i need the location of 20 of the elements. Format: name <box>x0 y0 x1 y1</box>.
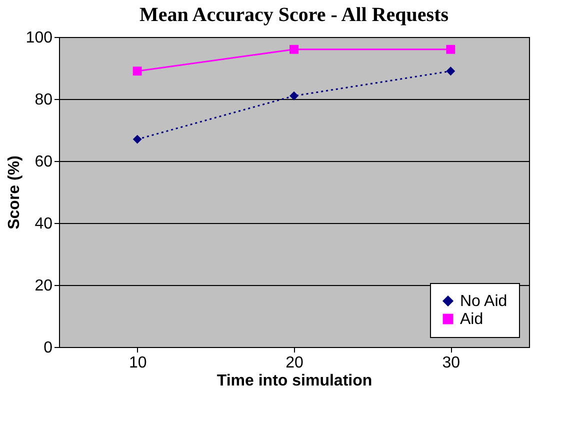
y-tick-label: 0 <box>44 340 53 356</box>
point <box>446 66 456 76</box>
chart-title: Mean Accuracy Score - All Requests <box>139 4 449 26</box>
point <box>290 44 298 54</box>
point <box>446 44 456 54</box>
legend-label: Aid <box>460 311 484 328</box>
y-tick-label: 20 <box>34 278 53 294</box>
y-tick-label: 40 <box>34 216 53 232</box>
y-tick-label: 100 <box>26 30 53 46</box>
x-axis-title: Time into simulation <box>216 372 372 390</box>
y-tick-label: 80 <box>34 92 53 108</box>
y-axis-title: Score (%) <box>6 156 23 230</box>
x-tick-label: 10 <box>128 354 147 372</box>
x-tick-label: 20 <box>286 354 304 372</box>
point <box>132 134 142 144</box>
point <box>132 66 142 76</box>
point <box>290 91 298 100</box>
legend-label: No Aid <box>460 293 508 310</box>
x-tick-label: 30 <box>442 354 460 372</box>
y-tick-label: 60 <box>34 154 53 170</box>
